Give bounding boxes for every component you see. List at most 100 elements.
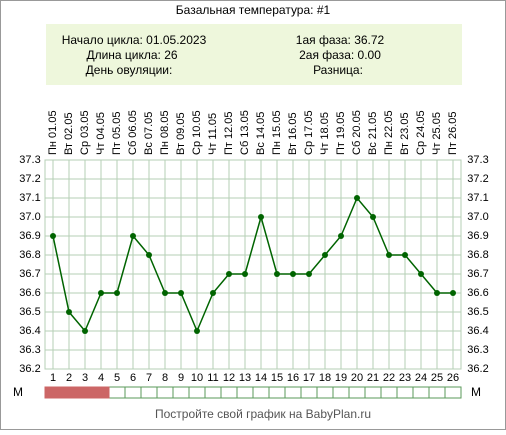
- x-tick-label: 6: [130, 372, 136, 384]
- info-text: Разница:: [313, 63, 363, 77]
- x-tick-label: 10: [191, 372, 203, 384]
- x-tick-label: 3: [82, 372, 88, 384]
- date-label: Пн 22.05: [383, 110, 395, 155]
- x-tick-label: 1: [50, 372, 56, 384]
- date-label: Чт 25.05: [431, 112, 443, 155]
- y-tick-label: 36.4: [19, 325, 40, 337]
- data-point: [82, 328, 88, 334]
- data-line: [52, 196, 453, 333]
- date-label: Пн 01.05: [47, 110, 59, 155]
- y-tick-label: 36.9: [19, 230, 40, 242]
- y-tick-label: 36.3: [467, 344, 488, 356]
- x-tick-label: 26: [447, 372, 459, 384]
- m-day: [60, 386, 78, 399]
- data-point: [178, 290, 184, 296]
- x-tick-label: 19: [335, 372, 347, 384]
- data-point: [386, 252, 392, 258]
- x-tick-label: 25: [431, 372, 443, 384]
- data-point: [306, 271, 312, 277]
- info-box: [46, 24, 462, 85]
- y-tick-label: 36.8: [467, 249, 488, 261]
- data-point: [162, 290, 168, 296]
- data-point: [50, 233, 56, 239]
- date-label: Ср 24.05: [415, 110, 427, 155]
- x-tick-label: 21: [367, 372, 379, 384]
- x-tick-label: 24: [415, 372, 427, 384]
- x-tick-label: 8: [162, 372, 168, 384]
- m-cell: [444, 386, 462, 399]
- data-point: [418, 271, 424, 277]
- x-tick-label: 22: [383, 372, 395, 384]
- date-label: Вт 09.05: [175, 112, 187, 155]
- date-label: Вт 02.05: [63, 112, 75, 155]
- y-tick-label: 37.0: [19, 211, 40, 223]
- info-text: 2ая фаза: 0.00: [299, 48, 381, 62]
- info-text: День овуляции:: [86, 63, 173, 77]
- data-point: [258, 214, 264, 220]
- m-cell: [428, 386, 446, 399]
- data-point: [194, 328, 200, 334]
- m-day: [76, 386, 94, 399]
- m-cell: [236, 386, 254, 399]
- m-cell: [252, 386, 270, 399]
- date-label: Пн 15.05: [271, 110, 283, 155]
- x-tick-label: 17: [303, 372, 315, 384]
- data-point: [98, 290, 104, 296]
- info-text: 1ая фаза: 36.72: [296, 33, 385, 47]
- data-point: [290, 271, 296, 277]
- data-point: [210, 290, 216, 296]
- data-point: [226, 271, 232, 277]
- m-day: [92, 386, 110, 399]
- data-point: [338, 233, 344, 239]
- date-label: Вс 21.05: [367, 112, 379, 155]
- y-tick-label: 37.2: [467, 173, 488, 185]
- date-label: Сб 06.05: [127, 110, 139, 155]
- date-label: Чт 18.05: [319, 112, 331, 155]
- x-tick-label: 20: [351, 372, 363, 384]
- date-label: Вс 07.05: [143, 112, 155, 155]
- x-tick-label: 23: [399, 372, 411, 384]
- m-cell: [348, 386, 366, 399]
- date-label: Пт 05.05: [111, 111, 123, 155]
- y-tick-label: 36.2: [467, 363, 488, 375]
- date-label: Пт 12.05: [223, 111, 235, 155]
- date-label: Пт 26.05: [447, 111, 459, 155]
- date-label: Ср 17.05: [303, 110, 315, 155]
- date-label: Пн 08.05: [159, 110, 171, 155]
- y-tick-label: 36.7: [19, 268, 40, 280]
- date-label: Сб 13.05: [239, 110, 251, 155]
- y-tick-label: 37.3: [19, 154, 40, 166]
- y-tick-label: 36.3: [19, 344, 40, 356]
- m-cell: [172, 386, 190, 399]
- date-label: Ср 10.05: [191, 110, 203, 155]
- date-label: Сб 20.05: [351, 110, 363, 155]
- data-point: [354, 195, 360, 201]
- m-cell: [300, 386, 318, 399]
- x-tick-label: 12: [223, 372, 235, 384]
- data-point: [370, 214, 376, 220]
- y-tick-label: 37.1: [467, 192, 488, 204]
- date-label: Вс 14.05: [255, 112, 267, 155]
- data-point: [130, 233, 136, 239]
- info-text: Длина цикла: 26: [86, 48, 177, 62]
- x-tick-label: 11: [207, 372, 218, 384]
- y-tick-label: 36.6: [19, 287, 40, 299]
- m-cell: [284, 386, 302, 399]
- date-label: Пт 19.05: [335, 111, 347, 155]
- info-text: Начало цикла: 01.05.2023: [62, 33, 207, 47]
- date-label: Вт 23.05: [399, 112, 411, 155]
- data-point: [274, 271, 280, 277]
- m-cell: [156, 386, 174, 399]
- m-cell: [380, 386, 398, 399]
- x-tick-label: 18: [319, 372, 331, 384]
- x-tick-label: 9: [178, 372, 184, 384]
- y-tick-label: 36.7: [467, 268, 488, 280]
- footer: Постройте свой график на BabyPlan.ru: [155, 407, 371, 421]
- m-cell: [124, 386, 142, 399]
- x-tick-label: 14: [255, 372, 267, 384]
- y-tick-label: 37.1: [19, 192, 40, 204]
- y-tick-label: 36.9: [467, 230, 488, 242]
- m-cell: [108, 386, 126, 399]
- m-cell: [412, 386, 430, 399]
